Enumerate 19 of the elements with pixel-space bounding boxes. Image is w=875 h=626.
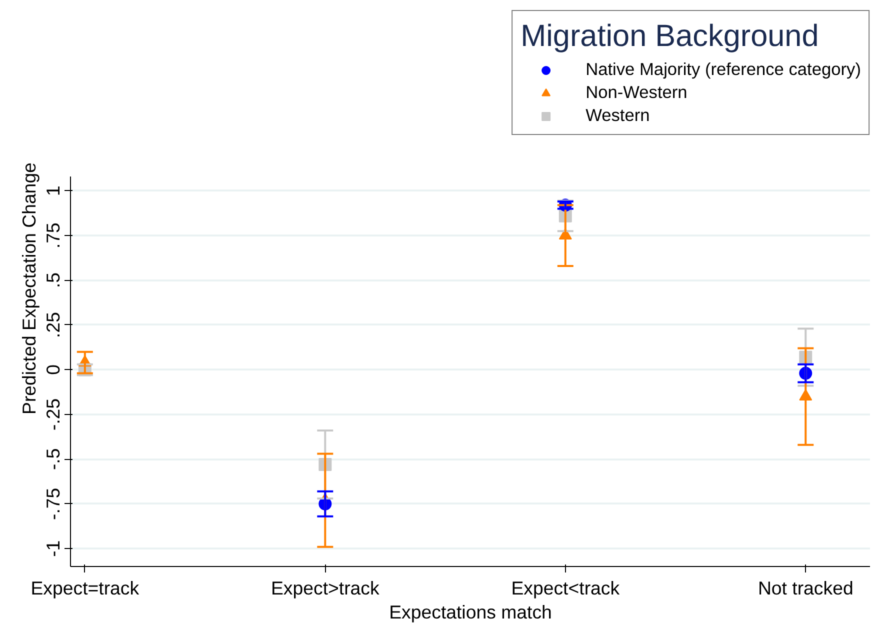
y-tick-label: -.75 (42, 488, 64, 520)
x-tick-label: Expect>track (270, 578, 380, 598)
y-tick-label: -.25 (42, 398, 64, 431)
y-axis-title: Predicted Expectation Change (18, 162, 40, 415)
y-tick-label: 0 (42, 364, 64, 375)
x-tick-label: Expect=track (30, 578, 140, 598)
x-tick-label: Not tracked (758, 578, 854, 598)
y-tick-label: .5 (42, 272, 64, 288)
legend-label: Native Majority (reference category) (586, 59, 861, 80)
legend-label: Western (586, 105, 650, 126)
y-tick-label: -.5 (42, 448, 64, 470)
x-tick-label: Expect<track (511, 578, 620, 598)
legend-title: Migration Background (520, 19, 820, 54)
y-tick-label: 1 (42, 186, 64, 196)
y-tick-label: .75 (42, 222, 64, 249)
y-tick-label: -1 (42, 540, 64, 557)
y-tick-label: .25 (42, 312, 64, 338)
legend-label: Non-Western (586, 82, 688, 103)
x-axis-title: Expectations match (389, 602, 552, 622)
